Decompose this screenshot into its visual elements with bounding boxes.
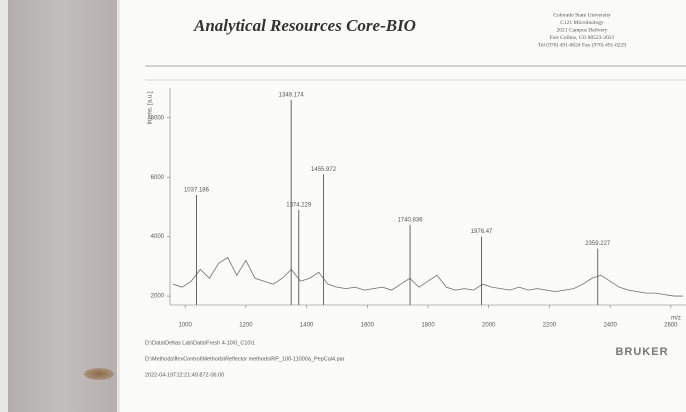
x-tick-label: 1200 [239, 323, 253, 329]
y-tick-label: 4000 [151, 234, 165, 240]
address-line: C121 Microbiology [560, 20, 604, 26]
peak-label: 1374.229 [286, 202, 312, 208]
x-tick-label: 2400 [603, 323, 617, 329]
page: Analytical Resources Core-BIO Intens. [a… [0, 0, 686, 412]
x-tick-label: 2200 [543, 323, 557, 329]
x-tick-label: 1600 [361, 323, 375, 329]
peak-label: 1976.47 [471, 229, 493, 235]
x-tick-label: 2000 [482, 323, 496, 329]
x-tick-label: 2600 [664, 323, 678, 329]
title: Analytical Resources Core-BIO [193, 16, 416, 35]
y-tick-label: 6000 [151, 175, 165, 181]
peak-label: 1037.186 [184, 188, 210, 194]
peak-label: 1349.174 [279, 92, 305, 98]
x-tick-label: 1000 [178, 323, 192, 329]
address-line: Tel (970) 491-0624 Fax (970) 491-0229 [538, 41, 626, 48]
x-axis-label: m/z [671, 316, 681, 322]
peak-label: 2359.227 [585, 241, 611, 247]
footer-line: D:\Data\Deltas Lab\Data\Fresh 4-10\0_C10… [145, 340, 255, 346]
printout: Analytical Resources Core-BIO Intens. [a… [0, 0, 686, 412]
logo: BRUKER [615, 346, 668, 358]
footer-line: D:\Methods\flexControl\Methods\Reflector… [145, 356, 345, 362]
address-line: Colorado State University [553, 12, 611, 18]
x-tick-label: 1400 [300, 323, 314, 329]
peak-label: 1455.972 [311, 167, 337, 173]
address-line: 2021 Campus Delivery [556, 27, 607, 33]
y-tick-label: 8000 [151, 115, 165, 121]
peak-label: 1740.836 [398, 217, 424, 223]
y-tick-label: 2000 [151, 294, 165, 300]
footer-line: 2022-04-19T12:21:49.872-06:00 [145, 372, 224, 378]
paper [120, 0, 686, 412]
x-tick-label: 1800 [421, 323, 435, 329]
address-line: Fort Collins, CO 80523-2021 [550, 35, 615, 41]
